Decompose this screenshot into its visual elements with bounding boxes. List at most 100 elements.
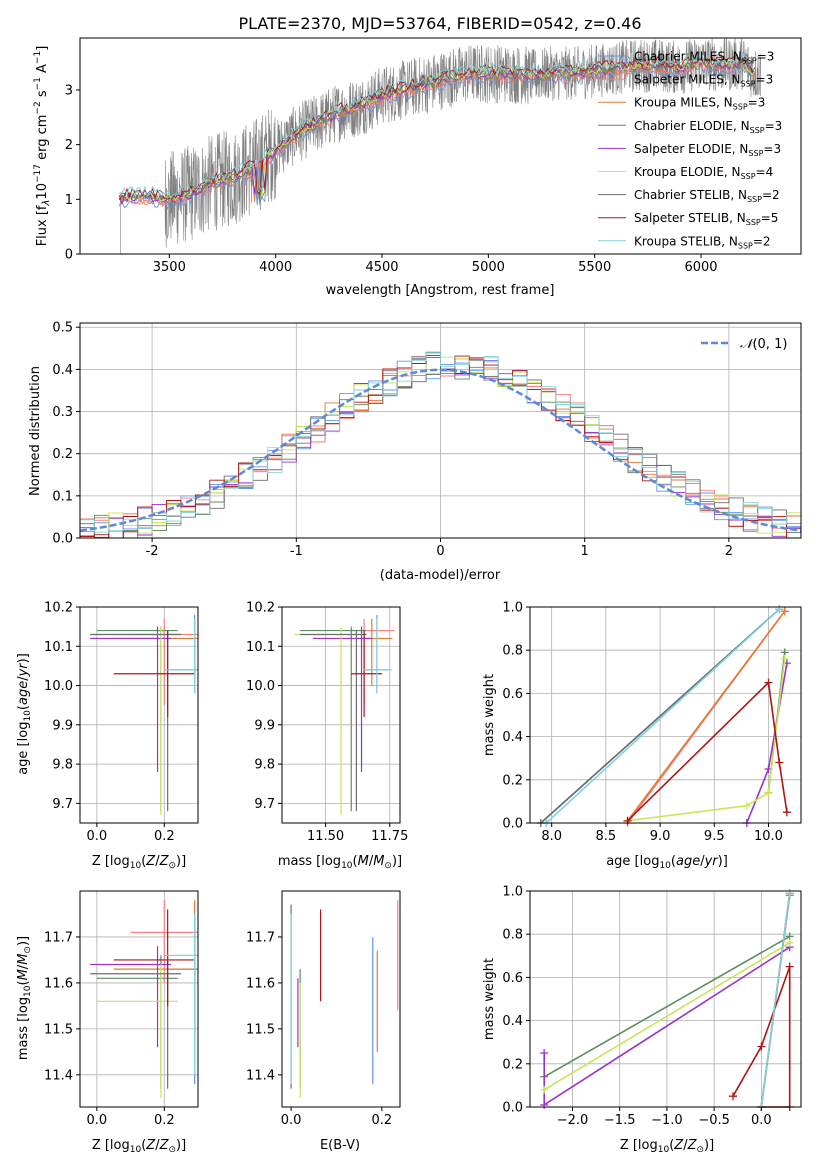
axes-frame [281, 890, 401, 1108]
mass-weight-marker [780, 607, 789, 616]
mass-weight-marker [775, 605, 784, 614]
mass-weight-marker [764, 678, 773, 687]
legend-subscript: SSP [733, 103, 748, 112]
y-tick-label: 3 [65, 83, 73, 98]
y-tick-label: 0.0 [502, 1101, 523, 1116]
mass-weight-line [543, 942, 791, 1091]
axes-frame [79, 37, 802, 255]
mass-weight-line [627, 658, 786, 822]
y-tick-label: 11.7 [44, 930, 73, 945]
y-tick-label: 9.8 [254, 758, 275, 773]
x-tick-label: 5500 [578, 260, 611, 275]
legend-label: Kroupa MILES, NSSP=3 [634, 96, 765, 112]
x-tick-label: 0.0 [87, 1113, 108, 1128]
legend-subscript: SSP [750, 126, 765, 135]
y-tick-label: 9.9 [52, 718, 73, 733]
y-tick-label: 0.8 [502, 928, 523, 943]
histogram-legend: 𝒩(0, 1) [701, 337, 787, 352]
histogram-legend-label: 𝒩(0, 1) [740, 337, 787, 352]
x-tick-label: −2.0 [557, 1113, 589, 1128]
x-tick-label: 5000 [472, 260, 505, 275]
legend-count: =4 [756, 165, 774, 179]
massweight-vs-Z-xlabel: Z [log10(Z/Z⊙)] [620, 1138, 714, 1155]
legend-label: Salpeter ELODIE, NSSP=3 [634, 142, 781, 158]
y-tick-label: 0.1 [52, 489, 73, 504]
y-tick-label: 11.4 [246, 1068, 275, 1083]
x-tick-label: 3500 [153, 260, 186, 275]
massweight-vs-age-xlabel: age [log10(age/yr)] [606, 854, 728, 871]
spectrum-axes: 3500 4000 4500 5000 5500 6000 0 1 2 3 [65, 37, 802, 275]
legend-label: Chabrier STELIB, NSSP=2 [634, 188, 780, 204]
mass-vs-Z-ylabel: mass [log10(M/M⊙)] [16, 936, 33, 1060]
mass-vs-Z-xlabel: Z [log10(Z/Z⊙)] [92, 1138, 186, 1155]
y-tick-label: 0.8 [502, 644, 523, 659]
y-tick-label: 0.2 [502, 773, 523, 788]
y-tick-label: 10.1 [44, 640, 73, 655]
spectrum-ylabel: Flux [fλ10−17 erg cm−2 s−1 A−1] [33, 46, 52, 247]
mass-weight-marker [757, 1042, 766, 1051]
x-tick-label: 0.0 [751, 1113, 772, 1128]
massweight-vs-Z-panel: −2.0 −1.5 −1.0 −0.5 0.0 0.0 0.2 0.4 0.6 0.8 1.0 Z … [482, 885, 802, 1155]
axes-frame [79, 606, 199, 824]
y-tick-label: 9.7 [52, 797, 73, 812]
y-tick-label: 9.9 [254, 718, 275, 733]
y-tick-label: 0.0 [502, 817, 523, 832]
legend-subscript: SSP [741, 80, 756, 89]
legend-label: Kroupa ELODIE, NSSP=4 [634, 165, 773, 181]
y-tick-label: 2 [65, 138, 73, 153]
y-tick-label: 0 [65, 248, 73, 263]
model-spectrum-line [118, 53, 756, 201]
y-tick-label: 11.5 [246, 1022, 275, 1037]
age-vs-Z-panel: 0.0 0.2 9.7 9.8 9.9 10.0 10.1 10.2 Z [log10(Z/Z… [16, 601, 199, 871]
legend-label: Chabrier MILES, NSSP=3 [634, 50, 774, 66]
axes-frame [529, 890, 802, 1108]
legend-subscript: SSP [748, 149, 763, 158]
y-tick-label: 10.1 [246, 640, 275, 655]
x-tick-label: 2 [725, 544, 733, 559]
age-vs-mass-xlabel: mass [log10(M/M⊙)] [278, 854, 402, 871]
mass-weight-line [545, 608, 780, 824]
mass-weight-marker [785, 962, 794, 971]
y-tick-label: 0.3 [52, 405, 73, 420]
legend-subscript: SSP [741, 172, 756, 181]
y-tick-label: 11.6 [44, 976, 73, 991]
y-tick-label: 1 [65, 193, 73, 208]
x-tick-label: 0 [436, 544, 444, 559]
histogram-xlabel: (data-model)/error [380, 568, 501, 583]
spectrum-models [118, 52, 756, 210]
x-tick-label: 8.5 [596, 829, 617, 844]
x-tick-label: 11.50 [307, 829, 344, 844]
spectrum-legend: Chabrier MILES, NSSP=3 Salpeter MILES, NS… [598, 50, 782, 250]
y-tick-label: 0.4 [502, 1014, 523, 1029]
y-tick-label: 0.2 [52, 447, 73, 462]
legend-count: =3 [763, 142, 781, 156]
x-tick-label: 10.0 [754, 829, 783, 844]
legend-subscript: SSP [746, 218, 761, 227]
mass-weight-marker [729, 1092, 738, 1101]
legend-count: =2 [762, 188, 780, 202]
mass-weight-marker [540, 1049, 549, 1057]
axes-frame [79, 890, 199, 1108]
age-vs-Z-ylabel: age [log10(age/yr)] [16, 653, 33, 775]
x-tick-label: -2 [146, 544, 159, 559]
y-tick-label: 0.6 [502, 971, 523, 986]
x-tick-label: 11.75 [371, 829, 408, 844]
mass-weight-marker [540, 1100, 549, 1109]
age-vs-mass-panel: 11.50 11.75 9.7 9.8 9.9 10.0 10.1 10.2 mass [lo… [246, 601, 408, 872]
y-tick-label: 0.4 [52, 363, 73, 378]
y-tick-label: 1.0 [502, 601, 523, 616]
histogram-panel: -2 -1 0 1 2 0.0 0.1 0.2 0.3 0.4 0.5 (data-model)/e… [28, 321, 802, 583]
histogram-ylabel: Normed distribution [28, 366, 43, 496]
x-tick-label: 0.0 [87, 829, 108, 844]
model-spectrum-line [119, 56, 756, 202]
x-tick-label: 9.0 [650, 829, 671, 844]
mass-weight-marker [540, 1085, 549, 1094]
mass-weight-line [626, 610, 786, 822]
legend-count: =3 [757, 50, 775, 64]
legend-label: Kroupa STELIB, NSSP=2 [634, 234, 771, 250]
mass-weight-line [760, 893, 791, 1108]
massweight-vs-Z-ylabel: mass weight [482, 958, 497, 1040]
y-tick-label: 11.7 [246, 930, 275, 945]
x-tick-label: 6000 [684, 260, 717, 275]
